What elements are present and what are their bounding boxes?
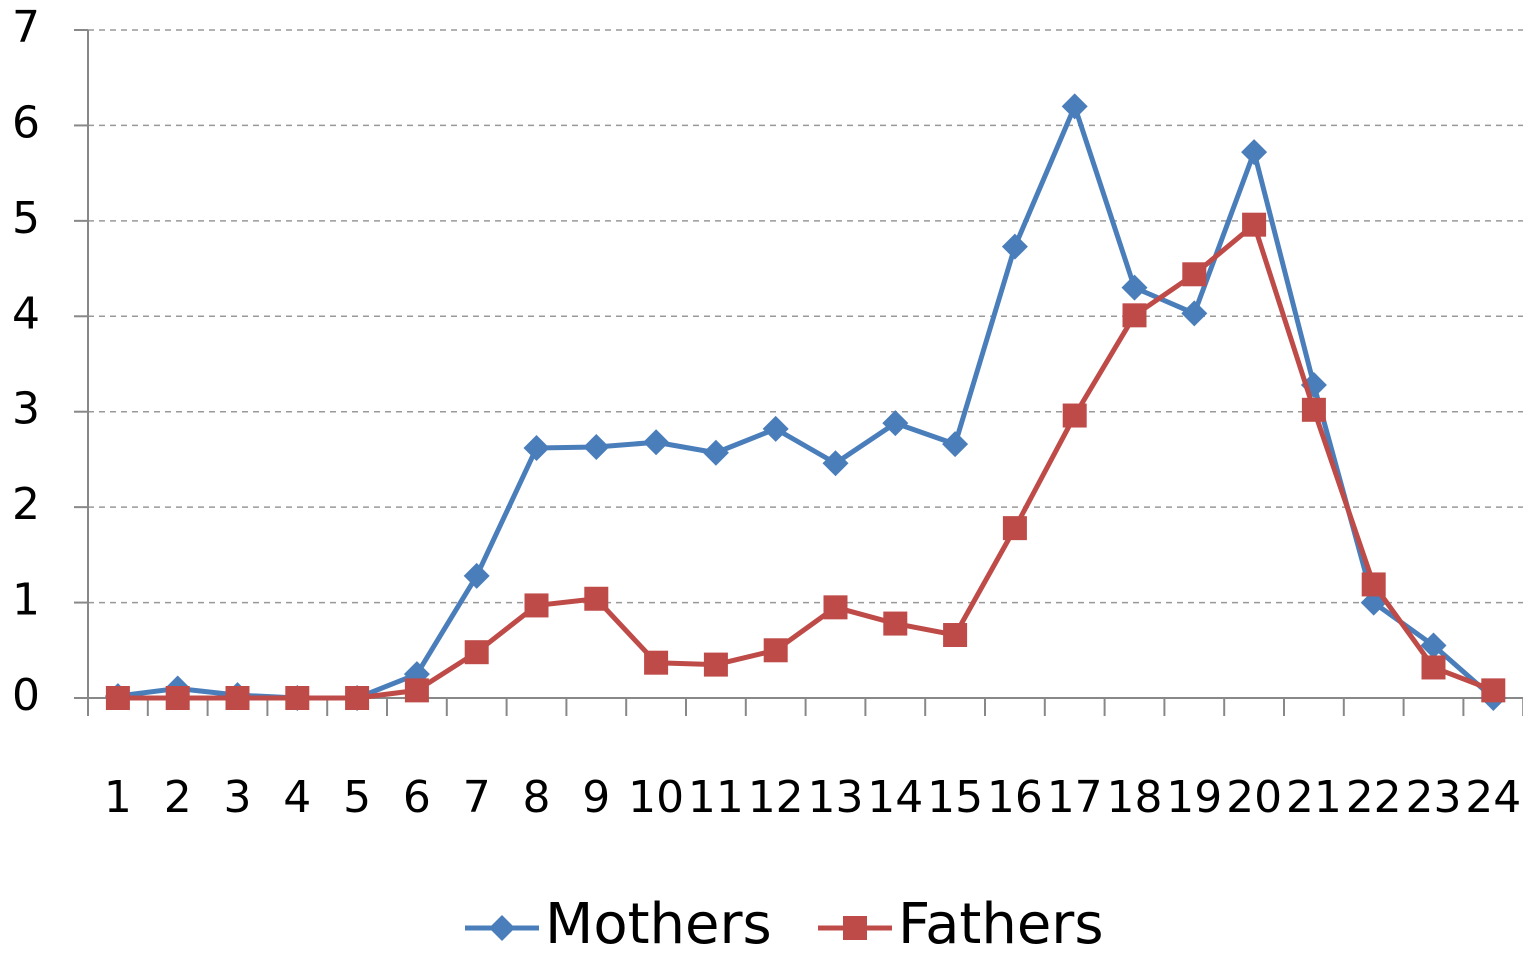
data-point	[644, 650, 669, 675]
data-point	[524, 593, 549, 618]
series-line	[117, 103, 1495, 701]
data-point	[1002, 516, 1027, 541]
data-point	[1420, 632, 1447, 659]
data-point	[942, 431, 969, 458]
x-tick-label: 6	[403, 772, 431, 823]
x-tick-label: 13	[808, 772, 864, 823]
x-tick-label: 23	[1406, 772, 1462, 823]
data-point	[345, 686, 370, 710]
x-tick-label: 5	[343, 772, 371, 823]
x-tick-label: 2	[164, 772, 192, 823]
y-tick-label: 5	[12, 193, 40, 244]
data-point	[165, 686, 190, 710]
x-tick-label: 21	[1286, 772, 1342, 823]
data-point	[1181, 300, 1208, 327]
y-tick-label: 4	[12, 288, 40, 339]
data-point	[1301, 397, 1326, 422]
data-point	[105, 686, 130, 710]
data-point	[1121, 274, 1148, 301]
x-tick-label: 10	[628, 772, 684, 823]
x-tick-label: 20	[1226, 772, 1282, 823]
x-tick-label: 17	[1047, 772, 1103, 823]
data-point	[1242, 212, 1267, 237]
data-point	[1421, 655, 1446, 680]
y-tick-label: 7	[12, 2, 40, 53]
data-point	[702, 439, 729, 466]
data-point	[463, 562, 490, 589]
data-point	[823, 595, 848, 620]
x-tick-label: 24	[1465, 772, 1521, 823]
data-point	[583, 434, 610, 461]
data-point	[523, 434, 550, 461]
legend-label: Fathers	[898, 892, 1104, 954]
legend-marker	[843, 916, 867, 940]
x-tick-label: 4	[283, 772, 311, 823]
data-point	[1061, 93, 1088, 120]
data-point	[404, 678, 429, 703]
data-point	[285, 686, 310, 710]
x-tick-label: 9	[582, 772, 610, 823]
data-point	[763, 638, 788, 663]
x-tick-label: 12	[748, 772, 804, 823]
data-point	[882, 410, 909, 437]
y-tick-label: 1	[12, 575, 40, 626]
data-point	[822, 450, 849, 477]
x-tick-label: 14	[867, 772, 923, 823]
data-point	[464, 640, 489, 665]
y-tick-label: 2	[12, 479, 40, 530]
x-tick-label: 11	[688, 772, 744, 823]
data-point	[1122, 303, 1147, 328]
y-tick-label: 6	[12, 97, 40, 148]
y-tick-label: 0	[12, 670, 40, 721]
data-point	[762, 415, 789, 442]
x-tick-label: 1	[104, 772, 132, 823]
data-point	[943, 623, 968, 648]
x-tick-label: 7	[463, 772, 491, 823]
data-point	[883, 611, 908, 636]
x-tick-label: 8	[523, 772, 551, 823]
x-tick-label: 18	[1107, 772, 1163, 823]
x-tick-label: 15	[927, 772, 983, 823]
data-point	[1182, 262, 1207, 287]
data-point	[1001, 233, 1028, 260]
x-tick-label: 19	[1166, 772, 1222, 823]
legend-marker	[489, 915, 515, 941]
data-point	[225, 686, 250, 710]
x-tick-label: 22	[1346, 772, 1402, 823]
x-tick-label: 16	[987, 772, 1043, 823]
legend-label: Mothers	[545, 892, 772, 954]
data-point	[643, 429, 670, 456]
x-tick-label: 3	[224, 772, 252, 823]
data-point	[1361, 572, 1386, 597]
y-tick-label: 3	[12, 384, 40, 435]
data-point	[1062, 403, 1087, 428]
series-line	[117, 222, 1495, 701]
data-point	[1241, 139, 1268, 166]
data-point	[584, 586, 609, 611]
data-point	[703, 652, 728, 677]
data-point	[1481, 678, 1506, 703]
